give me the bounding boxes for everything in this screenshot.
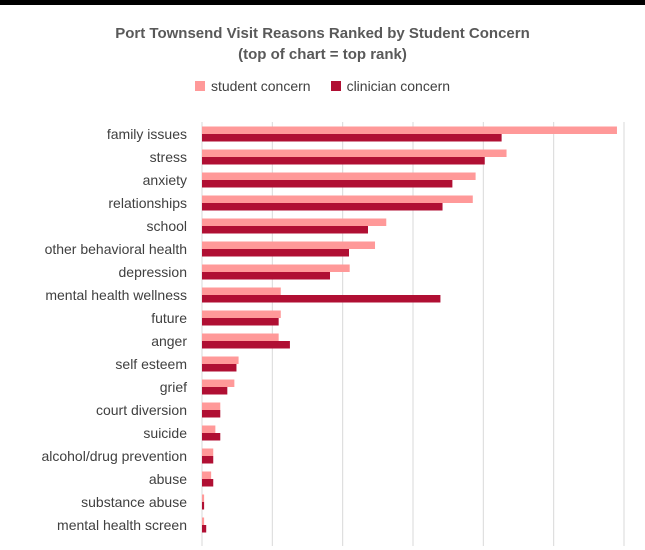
bar xyxy=(202,195,473,203)
bar xyxy=(202,425,216,433)
bar xyxy=(202,525,207,533)
category-label: school xyxy=(147,218,187,234)
category-label: relationships xyxy=(108,195,187,211)
bar xyxy=(202,272,331,280)
category-label: substance abuse xyxy=(81,494,187,510)
legend-item-clinician: clinician concern xyxy=(330,78,451,94)
bar xyxy=(202,494,205,502)
category-label: stress xyxy=(150,149,187,165)
legend-label-clinician: clinician concern xyxy=(346,78,451,94)
bar xyxy=(202,126,617,134)
bar xyxy=(202,364,237,372)
category-label: mental health screen xyxy=(57,517,187,533)
bar xyxy=(202,433,221,441)
bar xyxy=(202,379,235,387)
bar xyxy=(202,456,214,464)
category-label: alcohol/drug prevention xyxy=(41,448,187,464)
chart-subtitle: (top of chart = top rank) xyxy=(238,46,407,63)
bar xyxy=(202,218,387,226)
category-label: anxiety xyxy=(143,172,187,188)
bar xyxy=(202,157,485,165)
bars xyxy=(202,126,617,533)
bar xyxy=(202,226,368,234)
category-label: mental health wellness xyxy=(45,287,187,303)
bar xyxy=(202,241,376,249)
bar xyxy=(202,149,507,157)
bar xyxy=(202,295,441,303)
category-label: abuse xyxy=(149,471,187,487)
bar xyxy=(202,264,350,272)
category-label: suicide xyxy=(143,425,187,441)
bar xyxy=(202,502,205,510)
bar xyxy=(202,448,214,456)
category-label: other behavioral health xyxy=(45,241,187,257)
legend-swatch-student xyxy=(194,81,205,91)
category-label: family issues xyxy=(107,126,187,142)
bar xyxy=(202,180,453,188)
category-label: court diversion xyxy=(96,402,187,418)
bar xyxy=(202,517,205,525)
bar xyxy=(202,172,476,180)
bar xyxy=(202,310,281,318)
category-label: grief xyxy=(160,379,187,395)
legend-label-student: student concern xyxy=(210,78,311,94)
bar xyxy=(202,387,228,395)
bar xyxy=(202,471,212,479)
category-label: future xyxy=(151,310,187,326)
bar xyxy=(202,318,279,326)
bar xyxy=(202,356,239,364)
top-border xyxy=(0,0,645,5)
bar xyxy=(202,341,290,349)
bar xyxy=(202,479,214,487)
bar xyxy=(202,402,221,410)
bar xyxy=(202,134,502,142)
bar xyxy=(202,287,281,295)
bar xyxy=(202,249,349,257)
bar xyxy=(202,203,443,211)
category-label: self esteem xyxy=(115,356,187,372)
chart-title: Port Townsend Visit Reasons Ranked by St… xyxy=(115,25,530,42)
legend: student concern clinician concern xyxy=(0,78,645,94)
bar xyxy=(202,410,221,418)
category-label: depression xyxy=(119,264,188,280)
category-labels: family issues stress anxiety relationships s… xyxy=(41,126,187,533)
legend-swatch-clinician xyxy=(330,81,341,91)
legend-item-student: student concern xyxy=(194,78,311,94)
bar xyxy=(202,333,279,341)
category-label: anger xyxy=(151,333,187,349)
